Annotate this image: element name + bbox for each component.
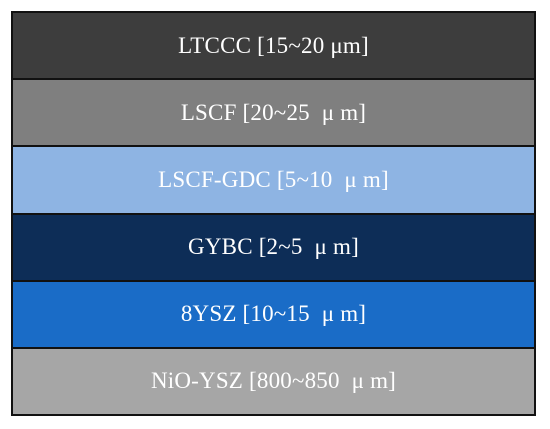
layer-ltccc: LTCCC [15~20 μm] [13,13,534,81]
layer-lscf: LSCF [20~25 μ m] [13,80,534,148]
layer-8ysz: 8YSZ [10~15 μ m] [13,281,534,349]
layer-nio-ysz-label: NiO-YSZ [800~850 μ m] [150,368,397,394]
layer-lscf-label: LSCF [20~25 μ m] [180,99,367,125]
layer-gybc: GYBC [2~5 μ m] [13,214,534,282]
layer-nio-ysz: NiO-YSZ [800~850 μ m] [13,348,534,415]
layer-lscf-gdc: LSCF-GDC [5~10 μ m] [13,147,534,215]
layer-lscf-gdc-label: LSCF-GDC [5~10 μ m] [158,166,389,192]
layer-ltccc-label: LTCCC [15~20 μm] [178,32,369,58]
layer-gybc-label: GYBC [2~5 μ m] [188,234,359,260]
layer-stack-diagram: LTCCC [15~20 μm] LSCF [20~25 μ m] LSCF-G… [11,11,536,416]
layer-8ysz-label: 8YSZ [10~15 μ m] [180,301,367,327]
